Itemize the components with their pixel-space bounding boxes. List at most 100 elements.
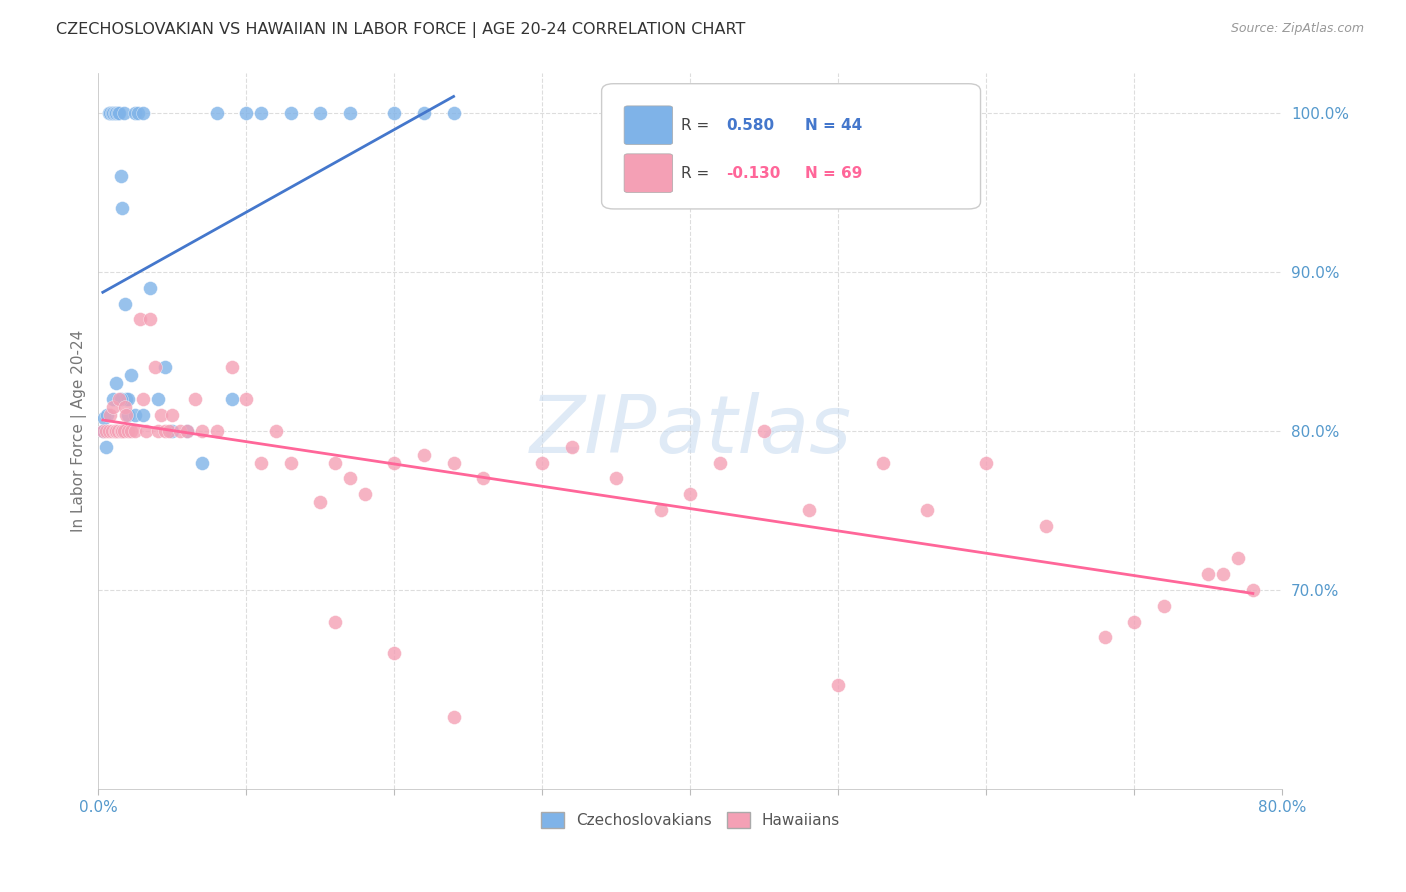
Point — [443, 105, 465, 120]
FancyBboxPatch shape — [624, 153, 672, 193]
Point — [413, 448, 436, 462]
Point — [93, 411, 115, 425]
Point — [98, 105, 121, 120]
Point — [100, 424, 122, 438]
Legend: Czechoslovakians, Hawaiians: Czechoslovakians, Hawaiians — [534, 806, 846, 835]
Point — [1212, 566, 1234, 581]
Y-axis label: In Labor Force | Age 20-24: In Labor Force | Age 20-24 — [72, 330, 87, 532]
Point — [280, 105, 302, 120]
Point — [139, 312, 162, 326]
Point — [191, 456, 214, 470]
Point — [96, 408, 118, 422]
Point — [117, 408, 139, 422]
Point — [976, 456, 998, 470]
Point — [205, 105, 228, 120]
FancyBboxPatch shape — [624, 106, 672, 145]
Point — [1035, 519, 1057, 533]
Point — [153, 424, 176, 438]
Text: -0.130: -0.130 — [725, 166, 780, 181]
Point — [827, 678, 849, 692]
Point — [112, 105, 135, 120]
Point — [101, 392, 124, 406]
Point — [120, 368, 142, 383]
Point — [107, 105, 129, 120]
Point — [384, 646, 406, 660]
Point — [679, 487, 702, 501]
Point — [110, 169, 132, 184]
Point — [101, 105, 124, 120]
Point — [323, 456, 346, 470]
Point — [94, 440, 117, 454]
Point — [135, 424, 157, 438]
Point — [153, 360, 176, 375]
Point — [107, 424, 129, 438]
Point — [183, 392, 205, 406]
Point — [235, 105, 257, 120]
Point — [132, 105, 155, 120]
Point — [132, 408, 155, 422]
Point — [127, 105, 149, 120]
Point — [754, 424, 776, 438]
Point — [605, 471, 627, 485]
Text: 0.580: 0.580 — [725, 118, 775, 133]
Point — [176, 424, 198, 438]
Point — [162, 424, 184, 438]
Text: N = 44: N = 44 — [806, 118, 862, 133]
Point — [339, 471, 361, 485]
Point — [323, 615, 346, 629]
Point — [112, 424, 135, 438]
Point — [139, 280, 162, 294]
Point — [101, 400, 124, 414]
Point — [132, 392, 155, 406]
Point — [115, 392, 138, 406]
Point — [191, 424, 214, 438]
Point — [309, 105, 332, 120]
Point — [531, 456, 554, 470]
Text: N = 69: N = 69 — [806, 166, 863, 181]
Point — [872, 456, 894, 470]
Point — [114, 296, 136, 310]
Text: R =: R = — [681, 118, 714, 133]
Point — [105, 105, 128, 120]
Point — [97, 105, 120, 120]
Point — [114, 400, 136, 414]
Point — [205, 424, 228, 438]
Point — [97, 424, 120, 438]
Point — [104, 424, 127, 438]
Point — [143, 360, 166, 375]
Point — [1227, 551, 1250, 566]
Point — [221, 360, 243, 375]
FancyBboxPatch shape — [602, 84, 980, 209]
Point — [124, 105, 146, 120]
Point — [149, 408, 172, 422]
Point — [250, 105, 273, 120]
Point — [117, 424, 139, 438]
Point — [169, 424, 191, 438]
Point — [264, 424, 287, 438]
Point — [110, 392, 132, 406]
Point — [561, 440, 583, 454]
Point — [146, 424, 169, 438]
Point — [108, 392, 131, 406]
Point — [384, 105, 406, 120]
Point — [280, 456, 302, 470]
Point — [98, 408, 121, 422]
Point — [443, 710, 465, 724]
Point — [111, 424, 134, 438]
Point — [157, 424, 180, 438]
Point — [1198, 566, 1220, 581]
Point — [1153, 599, 1175, 613]
Point — [443, 456, 465, 470]
Point — [472, 471, 495, 485]
Point — [797, 503, 820, 517]
Point — [91, 424, 114, 438]
Point — [221, 392, 243, 406]
Point — [105, 424, 128, 438]
Point — [91, 424, 114, 438]
Point — [110, 424, 132, 438]
Point — [108, 105, 131, 120]
Point — [235, 392, 257, 406]
Point — [124, 424, 146, 438]
Point — [339, 105, 361, 120]
Point — [413, 105, 436, 120]
